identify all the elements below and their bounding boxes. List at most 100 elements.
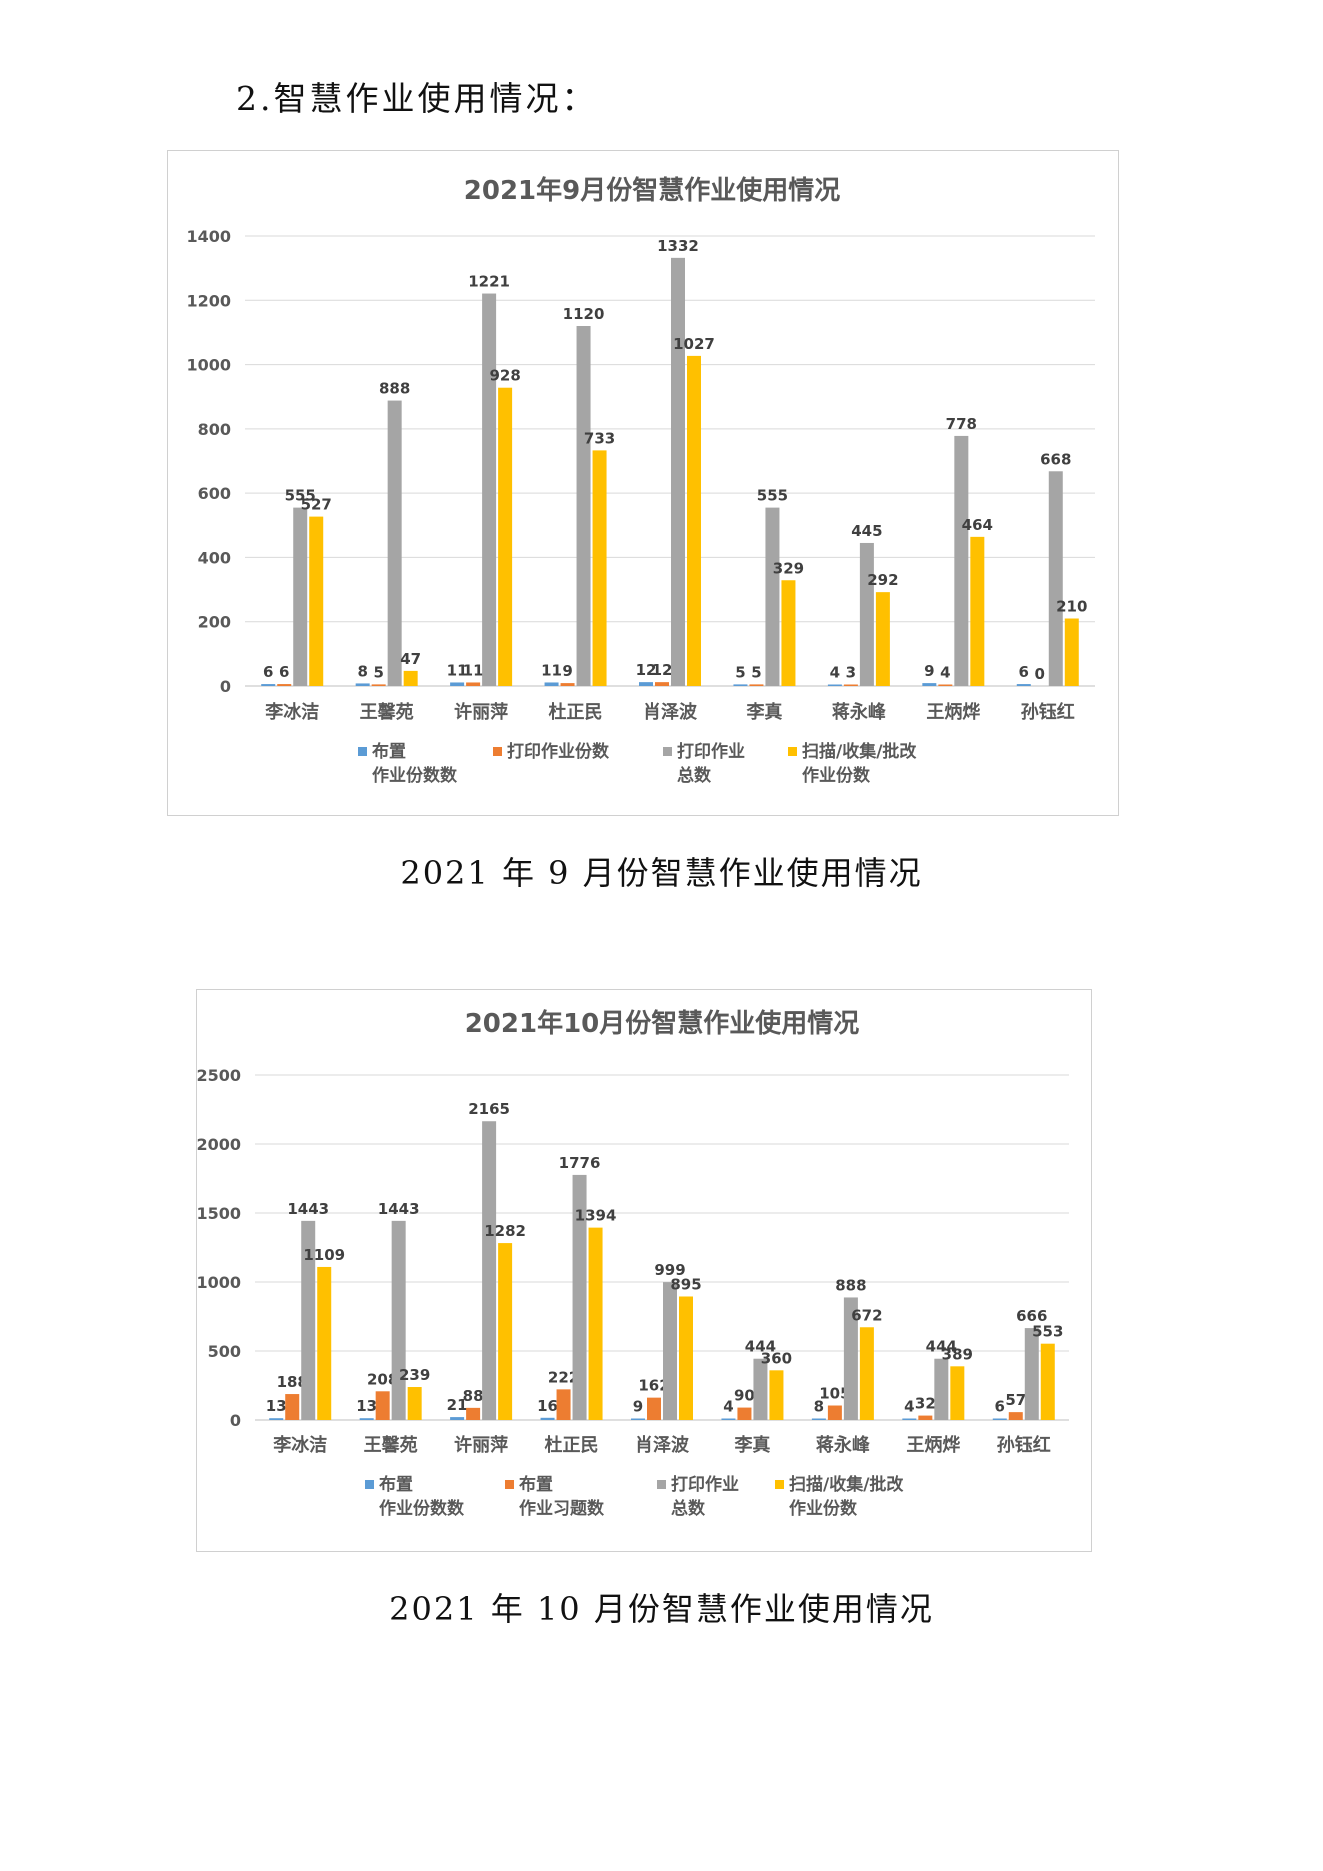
category-label: 杜正民 — [549, 701, 603, 723]
bar — [843, 684, 858, 686]
data-label: 733 — [584, 429, 615, 447]
data-label: 13 — [356, 1397, 377, 1415]
legend-label: 布置 — [379, 1474, 413, 1495]
caption-september: 2021 年 9 月份智慧作业使用情况 — [0, 848, 1323, 894]
data-label: 1443 — [378, 1200, 420, 1218]
data-label: 1221 — [468, 273, 510, 291]
y-tick-label: 1000 — [186, 356, 231, 375]
data-label: 105 — [819, 1385, 850, 1403]
data-label: 210 — [1056, 598, 1087, 616]
data-label: 778 — [946, 415, 977, 433]
data-label: 8 — [814, 1398, 824, 1416]
legend-label: 打印作业 — [677, 741, 745, 762]
data-label: 90 — [734, 1387, 755, 1405]
bar — [769, 1370, 784, 1420]
data-label: 188 — [277, 1373, 308, 1391]
legend-swatch — [493, 747, 502, 756]
bar — [1016, 684, 1031, 686]
data-label: 329 — [773, 559, 804, 577]
chart-september: 2021年9月份智慧作业使用情况 0 200 400 600 800 1000 1200 140… — [167, 150, 1119, 816]
legend-label: 打印作业份数 — [507, 741, 610, 762]
data-label: 12 — [636, 661, 657, 679]
chart-october-svg: 2021年10月份智慧作业使用情况 0 500 1000 1500 2000 2500 13 1… — [197, 1008, 1069, 1519]
bar — [371, 684, 386, 686]
y-tick-label: 600 — [198, 484, 231, 503]
y-tick-label: 2000 — [197, 1135, 241, 1154]
data-label: 553 — [1032, 1323, 1063, 1341]
category-label: 蒋永峰 — [816, 1434, 871, 1456]
bar — [902, 1418, 917, 1420]
category-label: 肖泽波 — [635, 1434, 690, 1456]
bar — [450, 1417, 465, 1420]
caption-september-text: 2021 年 9 月份智慧作业使用情况 — [400, 854, 923, 892]
bar — [359, 1418, 374, 1420]
category-label: 许丽萍 — [454, 701, 508, 723]
bar — [355, 683, 370, 686]
bar — [540, 1417, 555, 1420]
data-label: 292 — [867, 571, 898, 589]
caption-october: 2021 年 10 月份智慧作业使用情况 — [0, 1584, 1323, 1630]
bar — [387, 400, 402, 686]
data-label: 32 — [915, 1395, 936, 1413]
bar — [781, 580, 796, 686]
y-tick-label: 400 — [198, 548, 231, 567]
y-tick-label: 0 — [230, 1411, 241, 1430]
chart-september-svg: 2021年9月份智慧作业使用情况 0 200 400 600 800 1000 1200 140… — [186, 175, 1095, 786]
legend-swatch — [775, 1480, 784, 1489]
bar — [285, 1394, 300, 1420]
data-label: 1120 — [563, 305, 605, 323]
data-label: 5 — [751, 663, 761, 681]
bar — [498, 1243, 513, 1420]
bar — [301, 1220, 316, 1420]
y-tick-label: 500 — [208, 1342, 241, 1361]
data-label: 6 — [995, 1398, 1005, 1416]
y-tick-label: 1200 — [186, 291, 231, 310]
bar — [592, 450, 607, 686]
bar — [560, 683, 575, 686]
data-label: 464 — [962, 516, 993, 534]
data-label: 88 — [463, 1387, 484, 1405]
data-label: 666 — [1016, 1307, 1047, 1325]
y-tick-label: 2500 — [197, 1066, 241, 1085]
bar — [269, 1418, 284, 1420]
bar — [556, 1389, 571, 1420]
data-label: 1109 — [303, 1246, 345, 1264]
data-label: 999 — [654, 1261, 685, 1279]
data-label: 360 — [761, 1349, 792, 1367]
legend-label: 总数 — [671, 1498, 706, 1519]
category-label: 李真 — [745, 701, 782, 723]
bar — [918, 1415, 933, 1420]
bar — [544, 682, 559, 686]
data-label: 2165 — [468, 1100, 510, 1118]
category-label: 孙钰红 — [1021, 701, 1075, 723]
bar — [687, 355, 701, 686]
data-label: 1776 — [559, 1154, 601, 1172]
data-label: 895 — [670, 1275, 701, 1293]
bar — [498, 387, 513, 686]
legend-label: 作业份数数 — [372, 765, 458, 786]
legend-label: 布置 — [372, 741, 406, 762]
category-label: 李冰洁 — [272, 1434, 327, 1456]
category-label: 王炳烨 — [906, 1434, 960, 1456]
bar — [482, 1121, 497, 1420]
bar — [970, 536, 985, 686]
data-label: 555 — [285, 487, 316, 505]
data-label: 444 — [926, 1338, 957, 1356]
bar — [588, 1227, 603, 1420]
data-label: 21 — [447, 1396, 468, 1414]
data-label: 9 — [562, 662, 572, 680]
data-label: 527 — [301, 496, 332, 514]
data-label: 9 — [924, 662, 934, 680]
data-label: 6 — [263, 663, 273, 681]
legend-label: 扫描/收集/批改 — [802, 741, 917, 762]
bar — [466, 1407, 481, 1420]
bar — [671, 257, 685, 686]
bar — [375, 1391, 390, 1420]
bar — [403, 670, 418, 686]
legend-swatch — [505, 1480, 514, 1489]
bar — [655, 682, 669, 686]
y-tick-label: 1400 — [186, 227, 231, 246]
section-heading: 2.智慧作业使用情况： — [236, 79, 598, 118]
bar — [293, 507, 308, 686]
bar — [934, 1358, 949, 1420]
